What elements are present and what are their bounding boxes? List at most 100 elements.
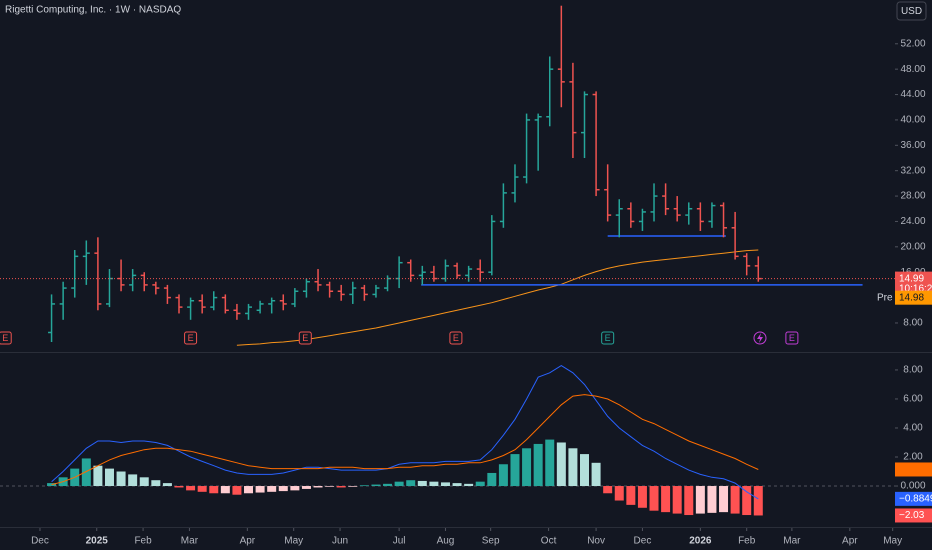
histogram-bar [510, 454, 520, 487]
event-marker [785, 331, 799, 345]
histogram-bar [301, 486, 311, 489]
icon-circle [753, 331, 767, 345]
histogram-bar [498, 464, 508, 487]
histogram-bar [81, 458, 91, 487]
histogram-bar [742, 486, 752, 516]
macd-line [51, 365, 759, 500]
x-tick-label: 2026 [689, 536, 712, 547]
plot-area: 8.0012.0016.0020.0024.0028.0032.0036.004… [0, 5, 932, 547]
histogram-bar [348, 486, 358, 487]
dividends-icon[interactable] [753, 331, 767, 345]
histogram-bar [383, 483, 393, 487]
x-tick-label: Feb [738, 536, 756, 547]
histogram-bar [267, 486, 277, 492]
value-badge-label: −0.8849 [899, 493, 932, 504]
histogram-bar [719, 486, 729, 513]
y-tick-label: 48.00 [900, 64, 925, 75]
histogram-bar [440, 482, 450, 487]
histogram-bar [730, 486, 740, 514]
event-label: E [453, 333, 459, 343]
x-tick-label: Dec [31, 536, 49, 547]
y-tick-label: 52.00 [900, 38, 925, 49]
y-tick-label: 2.00 [903, 452, 923, 463]
histogram-bar [556, 442, 566, 487]
histogram-bar [232, 486, 242, 495]
x-tick-label: Oct [541, 536, 557, 547]
histogram-bar [614, 486, 624, 501]
premarket-tag: Pre [877, 292, 893, 303]
x-tick-label: Jun [332, 536, 348, 547]
event-label: E [2, 333, 8, 343]
histogram-bar [325, 486, 335, 487]
x-tick-label: Mar [181, 536, 199, 547]
x-tick-label: 2025 [86, 536, 109, 547]
icon-bolt [757, 333, 763, 343]
histogram-bar [128, 474, 138, 487]
x-tick-label: Sep [482, 536, 500, 547]
histogram-bar [545, 439, 555, 487]
event-label: E [302, 333, 308, 343]
histogram-bar [580, 454, 590, 487]
x-tick-label: Feb [134, 536, 152, 547]
histogram-bar [394, 481, 404, 487]
histogram-bar [151, 480, 161, 487]
histogram-bar [116, 471, 126, 487]
event-label: E [188, 333, 194, 343]
event-marker [0, 331, 12, 345]
histogram-bar [371, 484, 381, 487]
histogram-bar [186, 486, 196, 491]
y-tick-label: 6.00 [903, 394, 923, 405]
y-tick-label: 40.00 [900, 115, 925, 126]
histogram-bar [637, 486, 647, 508]
histogram-bar [313, 486, 323, 488]
value-badge [895, 508, 932, 523]
histogram-bar [417, 480, 427, 487]
x-tick-label: May [883, 536, 902, 547]
currency-button[interactable] [896, 1, 927, 21]
y-tick-label: 8.00 [903, 365, 923, 376]
histogram-bar [661, 486, 671, 513]
y-tick-label: 44.00 [900, 89, 925, 100]
histogram-bar [290, 486, 300, 491]
event-label: E [605, 333, 611, 343]
histogram-bar [649, 486, 659, 511]
y-tick-label: 28.00 [900, 191, 925, 202]
histogram-bar [695, 486, 705, 514]
event-marker [601, 331, 615, 345]
histogram-bar [533, 443, 543, 487]
event-marker [184, 331, 198, 345]
y-tick-label: 32.00 [900, 165, 925, 176]
x-tick-label: Mar [783, 536, 801, 547]
y-tick-label: 24.00 [900, 216, 925, 227]
currency-label: USD [901, 6, 922, 17]
histogram-bar [475, 481, 485, 487]
histogram-bar [753, 486, 763, 516]
histogram-bar [93, 465, 103, 487]
histogram-bar [47, 483, 57, 487]
event-marker [298, 331, 312, 345]
x-tick-label: May [284, 536, 303, 547]
x-tick-label: Aug [437, 536, 455, 547]
countdown-label: 10:16:25 [899, 283, 932, 294]
value-badge-label: −2.03 [899, 510, 925, 521]
histogram-bar [429, 481, 439, 487]
histogram-bar [672, 486, 682, 514]
y-tick-label: 8.00 [903, 318, 923, 329]
signal-line [51, 394, 759, 486]
histogram-bar [452, 483, 462, 487]
value-badge [895, 491, 932, 506]
y-tick-label: 4.00 [903, 423, 923, 434]
x-tick-label: Apr [842, 536, 858, 547]
histogram-bar [487, 472, 497, 487]
y-tick-label: 20.00 [900, 241, 925, 252]
histogram-bar [359, 485, 369, 487]
histogram-bar [522, 448, 532, 487]
x-tick-label: Jul [393, 536, 406, 547]
histogram-bar [174, 486, 184, 488]
moving-average [236, 249, 759, 346]
histogram-bar [603, 486, 613, 494]
histogram-bar [220, 486, 230, 494]
premarket-label: 14.98 [899, 292, 924, 303]
